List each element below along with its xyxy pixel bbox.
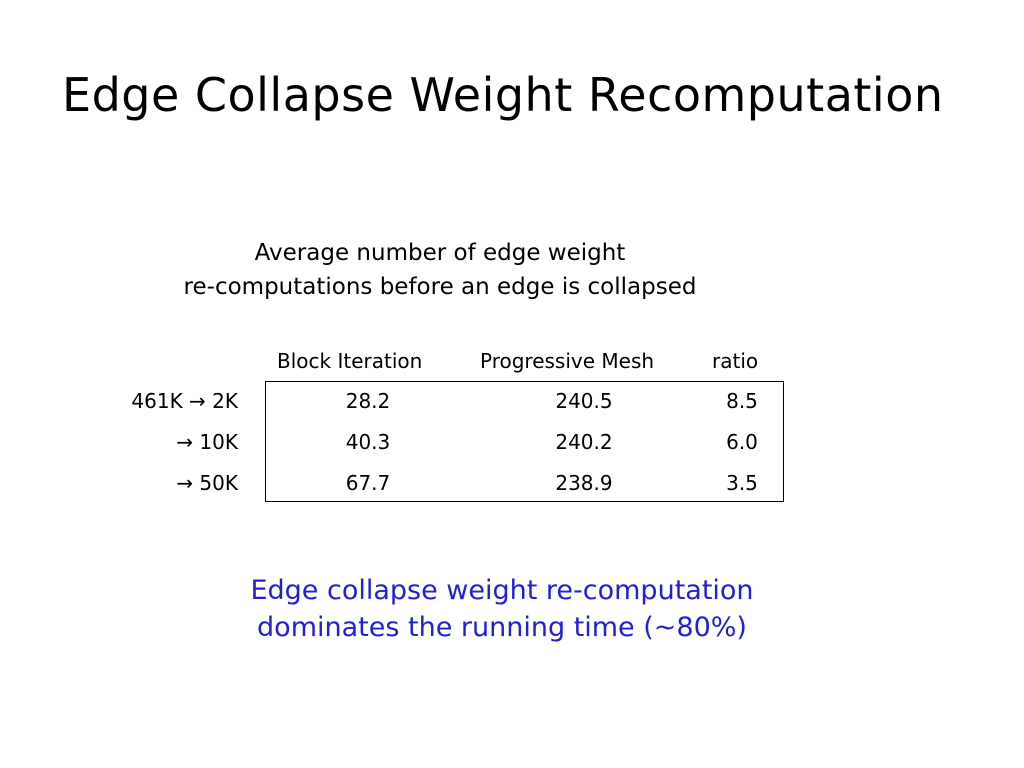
cell-block-iteration-2k: 28.2 — [345, 389, 391, 413]
cell-ratio-2k: 8.5 — [726, 389, 758, 413]
highlight-note: Edge collapse weight re-computation domi… — [170, 572, 834, 646]
row-label-2k: 461K → 2K — [131, 389, 238, 413]
table-caption: Average number of edge weight re-computa… — [120, 236, 760, 304]
data-table-frame — [265, 381, 784, 502]
column-header-progressive-mesh: Progressive Mesh — [480, 349, 655, 373]
cell-ratio-10k: 6.0 — [726, 430, 758, 454]
slide-title: Edge Collapse Weight Recomputation — [62, 68, 944, 122]
caption-line-1: Average number of edge weight — [254, 240, 626, 266]
cell-progressive-mesh-50k: 238.9 — [555, 471, 613, 495]
row-label-10k: → 10K — [176, 430, 238, 454]
caption-line-2: re-computations before an edge is collap… — [183, 274, 697, 300]
row-label-50k: → 50K — [176, 471, 238, 495]
column-header-block-iteration: Block Iteration — [277, 349, 423, 373]
cell-progressive-mesh-2k: 240.5 — [555, 389, 613, 413]
column-header-ratio: ratio — [712, 349, 759, 373]
cell-progressive-mesh-10k: 240.2 — [555, 430, 613, 454]
note-line-1: Edge collapse weight re-computation — [250, 575, 754, 606]
cell-block-iteration-10k: 40.3 — [345, 430, 391, 454]
note-line-2: dominates the running time (~80%) — [257, 612, 747, 643]
cell-ratio-50k: 3.5 — [726, 471, 758, 495]
cell-block-iteration-50k: 67.7 — [345, 471, 391, 495]
